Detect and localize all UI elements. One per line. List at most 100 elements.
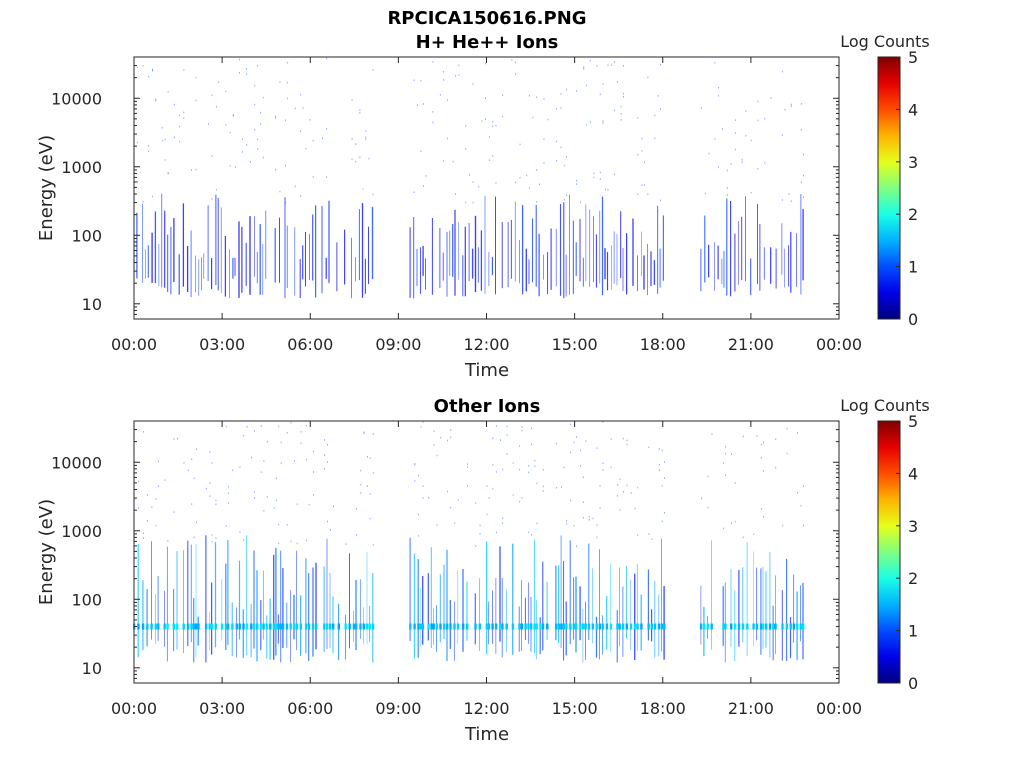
spectrogram-speck: [229, 131, 231, 134]
spectrogram-speck: [196, 521, 197, 524]
spectrogram-speck: [152, 69, 153, 72]
spectrogram-speck: [138, 480, 140, 483]
spectrogram-band: [539, 623, 542, 630]
spectrogram-speck: [300, 442, 302, 445]
spectrogram-speck: [660, 199, 661, 202]
spectrogram-speck: [610, 466, 612, 469]
spectrogram-band: [245, 623, 249, 630]
spectrogram-band: [796, 623, 799, 630]
spectrogram-band: [699, 623, 703, 630]
spectrogram-speck: [661, 449, 663, 452]
spectrogram-speck: [164, 138, 166, 141]
spectrogram-speck: [528, 465, 530, 467]
spectrogram-speck: [351, 99, 353, 101]
spectrogram-speck: [561, 486, 562, 488]
spectrogram-speck: [634, 507, 636, 510]
spectrogram-speck: [211, 540, 213, 543]
spectrogram-speck: [308, 503, 310, 506]
spectrogram-band: [572, 623, 575, 630]
spectrogram-band: [210, 623, 213, 630]
spectrogram-speck: [488, 159, 490, 161]
spectrogram-band: [527, 623, 530, 630]
spectrogram-speck: [775, 438, 777, 441]
spectrogram-speck: [526, 174, 528, 177]
spectrogram-speck: [300, 130, 302, 132]
spectrogram-speck: [619, 478, 621, 481]
spectrogram-speck: [622, 491, 624, 493]
spectrogram-band: [307, 623, 311, 630]
spectrogram-band: [439, 623, 442, 630]
spectrogram-speck: [278, 523, 280, 526]
y-tick-label: 1000: [61, 158, 102, 177]
spectrogram-speck: [167, 90, 169, 93]
spectrogram-speck: [521, 426, 523, 428]
spectrogram-speck: [708, 152, 710, 155]
spectrogram-band: [587, 623, 591, 630]
y-tick-label: 10: [82, 659, 102, 678]
spectrogram-speck: [502, 94, 504, 96]
x-tick-label: 12:00: [463, 335, 509, 354]
spectrogram-speck: [369, 457, 371, 459]
spectrogram-speck: [436, 454, 438, 457]
spectrogram-speck: [528, 471, 530, 474]
spectrogram-speck: [372, 193, 374, 196]
spectrogram-speck: [607, 189, 609, 191]
spectrogram-band: [176, 623, 179, 630]
spectrogram-band: [150, 623, 153, 630]
spectrogram-band: [413, 623, 416, 630]
spectrogram-speck: [260, 123, 262, 125]
spectrogram-speck: [225, 124, 227, 126]
spectrogram-speck: [515, 181, 517, 184]
spectrogram-band: [323, 623, 326, 630]
spectrogram-speck: [648, 446, 650, 448]
spectrogram-speck: [327, 443, 328, 446]
spectrogram-speck: [136, 181, 138, 183]
spectrogram-speck: [287, 61, 289, 64]
spectrogram-band: [533, 623, 536, 630]
spectrogram-band: [722, 623, 725, 630]
spectrogram-speck: [173, 103, 175, 106]
spectrogram-speck: [534, 465, 536, 467]
spectrogram-speck: [725, 452, 727, 455]
spectrogram-speck: [485, 97, 486, 99]
spectrogram-speck: [602, 122, 604, 124]
spectrogram-speck: [566, 88, 567, 91]
spectrogram-speck: [757, 167, 759, 170]
spectrogram-speck: [492, 125, 494, 128]
spectrogram-speck: [786, 452, 788, 455]
spectrogram-band: [765, 623, 768, 630]
spectrogram-speck: [447, 439, 448, 442]
spectrogram-speck: [458, 64, 460, 67]
spectrogram-speck: [626, 439, 628, 442]
spectrogram-speck: [167, 540, 169, 542]
spectrogram-speck: [576, 436, 577, 438]
x-tick-label: 00:00: [816, 699, 862, 718]
spectrogram-speck: [313, 471, 314, 473]
spectrogram-speck: [433, 430, 435, 433]
spectrogram-speck: [515, 61, 517, 64]
spectrogram-speck: [475, 545, 477, 547]
spectrogram-speck: [707, 506, 709, 509]
spectrogram-speck: [257, 148, 259, 150]
spectrogram-speck: [630, 492, 632, 494]
spectrogram-speck: [566, 520, 568, 522]
spectrogram-speck: [209, 451, 211, 453]
spectrogram-speck: [602, 462, 604, 465]
spectrogram-speck: [619, 509, 621, 511]
y-tick-label: 10: [82, 295, 102, 314]
spectrogram-band: [285, 623, 289, 630]
spectrogram-speck: [486, 513, 488, 516]
spectrogram-band: [466, 623, 469, 630]
spectrogram-speck: [593, 172, 595, 175]
spectrogram-speck: [803, 524, 804, 527]
spectrogram-speck: [623, 96, 624, 98]
spectrogram-speck: [745, 110, 747, 112]
spectrogram-speck: [576, 545, 577, 547]
spectrogram-speck: [602, 469, 604, 471]
spectrogram-speck: [235, 166, 236, 168]
spectrogram-speck: [450, 429, 452, 431]
spectrogram-speck: [626, 484, 628, 487]
spectrogram-speck: [637, 193, 639, 195]
spectrogram-band: [279, 623, 283, 630]
spectrogram-speck: [734, 482, 736, 484]
